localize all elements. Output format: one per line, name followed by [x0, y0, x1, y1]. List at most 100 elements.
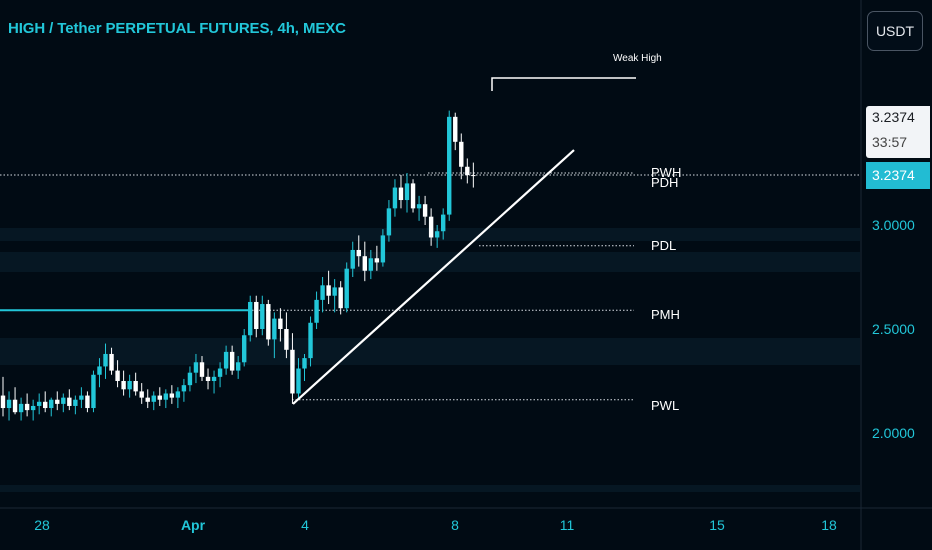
candle-body: [36, 401, 42, 406]
candle-body: [24, 403, 30, 411]
candle-body: [193, 362, 199, 373]
pdh-label: PDH: [651, 175, 679, 190]
candle-body: [410, 183, 416, 209]
candle-body: [55, 399, 60, 404]
pwl-label: PWL: [651, 398, 680, 413]
candle-body: [260, 304, 265, 329]
candle-body: [12, 399, 18, 413]
x-tick-label: 28: [34, 517, 50, 533]
candle-body: [344, 268, 349, 309]
candle-body: [175, 391, 181, 398]
y-tick-label: 2.0000: [872, 425, 915, 441]
candle-body: [205, 376, 211, 381]
candle-body: [145, 397, 150, 402]
x-tick-label: 18: [821, 517, 837, 533]
candle-body: [121, 381, 126, 390]
candle-body: [296, 368, 301, 394]
candle-body: [103, 353, 108, 367]
candle-body: [459, 141, 464, 167]
candle-body: [404, 183, 410, 201]
candle-body: [440, 214, 446, 232]
zone-band: [0, 338, 860, 365]
candle-body: [314, 299, 319, 323]
candle-countdown: 33:57: [872, 134, 908, 150]
candle-body: [416, 204, 422, 209]
candle-body: [380, 235, 386, 263]
zone-band: [0, 485, 860, 492]
candle-body: [465, 166, 470, 176]
price-line-tag: 3.2374: [866, 162, 930, 189]
candle-body: [368, 258, 374, 271]
y-tick-label: 3.0000: [872, 217, 915, 233]
candle-body: [139, 391, 144, 398]
candle-body: [79, 395, 84, 400]
candle-body: [272, 318, 277, 340]
candle-body: [248, 301, 253, 336]
candle-body: [49, 399, 54, 409]
candle-body: [229, 351, 235, 371]
candle-body: [0, 395, 6, 409]
candle-body: [61, 397, 66, 404]
candle-body: [338, 287, 343, 309]
candle-body: [30, 405, 36, 411]
x-tick-label: 11: [559, 517, 575, 533]
chart-title: HIGH / Tether PERPETUAL FUTURES, 4h, MEX…: [8, 20, 346, 37]
candle-body: [308, 322, 313, 359]
candle-body: [67, 397, 72, 406]
candle-body: [127, 381, 132, 390]
candle-body: [374, 258, 380, 263]
pwh-label: PWH: [651, 165, 682, 180]
candle-body: [43, 401, 48, 409]
x-tick-label: 15: [709, 517, 725, 533]
candle-body: [211, 376, 217, 381]
candle-body: [350, 249, 355, 269]
candle-body: [320, 285, 325, 300]
candle-body: [91, 374, 96, 409]
candle-body: [332, 287, 337, 296]
pmh-label: PMH: [651, 307, 680, 322]
x-tick-label: 8: [451, 517, 459, 533]
candle-body: [85, 395, 90, 409]
candle-body: [242, 335, 247, 363]
pdl-label: PDL: [651, 238, 677, 253]
candle-body: [266, 304, 271, 340]
candle-body: [217, 368, 223, 377]
candle-body: [163, 393, 169, 400]
candle-body: [422, 204, 428, 217]
candle-body: [187, 372, 193, 386]
weak-high-label: Weak High: [613, 53, 662, 64]
candle-body: [223, 351, 229, 369]
candle-body: [157, 395, 162, 400]
x-tick-label: 4: [301, 517, 309, 533]
candle-body: [6, 399, 12, 409]
candle-body: [398, 187, 404, 201]
zone-band: [0, 252, 860, 272]
candle-body: [356, 249, 361, 257]
trendline: [292, 149, 575, 405]
candle-body: [151, 395, 156, 402]
candle-body: [386, 208, 392, 236]
candle-body: [434, 231, 440, 238]
candle-body: [169, 393, 175, 398]
candle-body: [97, 366, 102, 375]
candle-body: [392, 187, 398, 209]
candle-body: [453, 116, 458, 142]
x-tick-label: Apr: [180, 517, 206, 533]
candle-body: [471, 175, 476, 177]
candle-body: [18, 403, 24, 413]
candle-body: [115, 370, 120, 381]
candle-body: [73, 399, 78, 406]
candle-body: [109, 353, 114, 371]
candle-body: [199, 362, 205, 377]
candle-body: [235, 362, 241, 371]
candle-body: [447, 116, 452, 215]
last-price-tag: 3.2374 33:57: [866, 106, 930, 158]
last-price-value: 3.2374: [872, 109, 915, 125]
candle-body: [133, 381, 138, 392]
candle-body: [362, 256, 367, 271]
candle-body: [278, 318, 283, 329]
y-tick-label: 2.5000: [872, 321, 915, 337]
candle-body: [428, 216, 434, 238]
currency-button[interactable]: USDT: [867, 11, 923, 51]
